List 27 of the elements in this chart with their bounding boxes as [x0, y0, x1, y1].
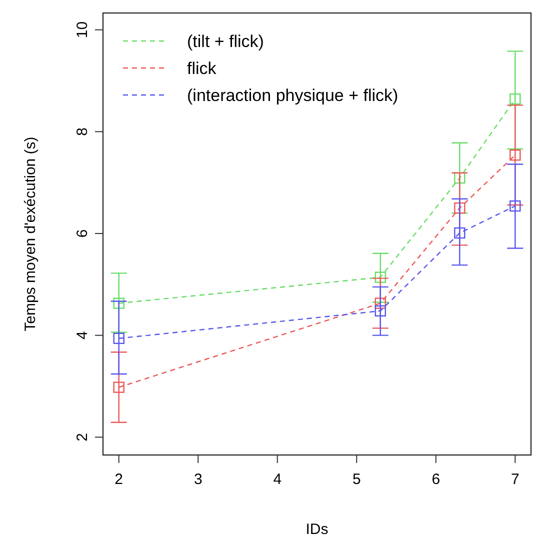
point — [510, 149, 521, 161]
y-tick-label: 8 — [74, 127, 91, 136]
x-tick-label: 4 — [273, 471, 282, 488]
y-axis-title: Temps moyen d'exécution (s) — [22, 136, 39, 332]
point — [510, 93, 521, 105]
point — [113, 382, 124, 393]
y-tick-label: 2 — [74, 433, 91, 442]
point — [454, 227, 466, 239]
y-tick-label: 10 — [74, 21, 91, 38]
point — [113, 332, 124, 344]
point — [113, 298, 124, 309]
point — [374, 272, 386, 283]
x-tick-label: 3 — [194, 471, 202, 488]
x-tick-label: 7 — [510, 471, 520, 488]
legend-label: (tilt + flick) — [187, 32, 264, 51]
legend-label: flick — [187, 59, 217, 78]
x-tick-label: 5 — [352, 471, 361, 488]
point — [374, 298, 386, 309]
y-tick-label: 6 — [74, 229, 91, 238]
point — [510, 200, 521, 212]
x-axis-title: IDs — [306, 521, 328, 538]
legend-label: (interaction physique + flick) — [187, 86, 398, 105]
point — [454, 202, 466, 214]
x-tick-label: 2 — [114, 471, 124, 488]
point — [374, 305, 386, 316]
x-tick-label: 6 — [432, 471, 440, 488]
y-tick-label: 4 — [74, 331, 91, 340]
